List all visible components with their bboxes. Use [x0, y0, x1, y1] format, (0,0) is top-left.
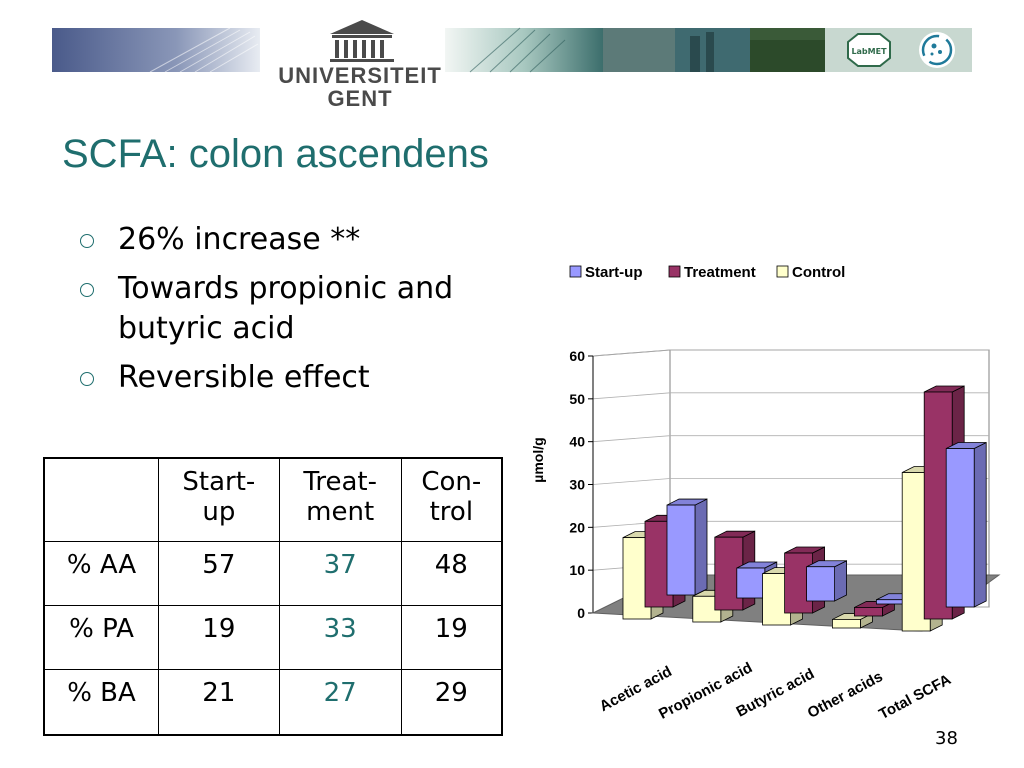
column-header-line: trol [429, 497, 474, 527]
table-cell: 57 [158, 540, 280, 607]
y-tick-label: 30 [569, 477, 585, 493]
chart-gridline [592, 392, 989, 400]
chart-gridline [592, 349, 989, 357]
column-header-line: Con- [421, 467, 482, 497]
bullet-list: 26% increase ** Towards propionic and bu… [80, 220, 480, 407]
y-axis-label: µmol/g [530, 437, 546, 482]
bar-side [973, 441, 987, 608]
table-cell: 19 [400, 605, 503, 671]
university-name-line2: GENT [327, 86, 393, 111]
bar-control-other-acids [831, 619, 861, 629]
column-header-line: up [202, 497, 236, 527]
labmet-label: LabMET [851, 47, 887, 56]
y-tick-label: 50 [569, 391, 585, 407]
bar-start-up-propionic-acid [736, 567, 766, 599]
legend-swatch [569, 265, 582, 278]
bullet-text: Towards propionic and butyric acid [118, 271, 454, 346]
legend-label: Control [792, 264, 845, 281]
bullet-text: Reversible effect [118, 360, 370, 395]
bullet-text: 26% increase ** [118, 222, 361, 257]
y-tick-label: 10 [569, 562, 585, 578]
chart-gridline [592, 435, 989, 443]
table-cell-highlight: 33 [278, 605, 402, 671]
university-name-line1: UNIVERSITEIT [278, 63, 442, 88]
row-label: % AA [43, 540, 159, 607]
legend-swatch [776, 265, 789, 278]
bullet-circle-icon [80, 283, 94, 297]
bullet-item: 26% increase ** [80, 220, 480, 260]
bar-side [694, 498, 708, 596]
legend-label: Start-up [585, 264, 643, 281]
scfa-percentage-table: Start-up Treat-ment Con-trol % AA 57 37 … [43, 457, 503, 736]
banner-artwork: LabMET [52, 20, 972, 73]
table-cell-highlight: 37 [278, 540, 402, 607]
bar-start-up-acetic-acid [666, 504, 696, 596]
lab-circle-icon [919, 32, 955, 68]
table-row: % BA 21 27 29 [43, 669, 503, 736]
table-cell-highlight: 27 [278, 669, 402, 736]
legend-swatch [668, 265, 681, 278]
page-number: 38 [935, 728, 958, 749]
table-cell: 21 [158, 669, 280, 736]
column-header-line: ment [306, 497, 375, 527]
y-tick-label: 40 [569, 434, 585, 450]
university-wordmark: UNIVERSITEIT GENT [270, 64, 450, 110]
bar-start-up-total-scfa [945, 448, 975, 608]
legend-label: Treatment [684, 264, 756, 281]
header-banner: LabMET UNIVERSITEIT GENT [0, 0, 1024, 125]
row-label: % BA [43, 669, 159, 736]
column-header-control: Con-trol [400, 457, 503, 542]
table-cell: 19 [158, 605, 280, 671]
bar-start-up-other-acids [875, 599, 905, 605]
bullet-item: Towards propionic and butyric acid [80, 269, 480, 349]
bullet-circle-icon [80, 372, 94, 386]
table-header-row: Start-up Treat-ment Con-trol [43, 457, 503, 542]
y-tick-label: 20 [569, 519, 585, 535]
bar-start-up-butyric-acid [806, 566, 836, 602]
bullet-item: Reversible effect [80, 358, 480, 398]
x-category-label: Total SCFA [876, 671, 954, 723]
table-row: % AA 57 37 48 [43, 540, 503, 607]
column-header-treatment: Treat-ment [278, 457, 402, 542]
y-tick-label: 60 [569, 348, 585, 364]
table-cell: 48 [400, 540, 503, 607]
slide-title: SCFA: colon ascendens [62, 132, 489, 176]
labmet-logo: LabMET [847, 33, 891, 67]
row-label: % PA [43, 605, 159, 671]
scfa-bar-chart: 0 10 20 30 40 50 60 Acetic acid Propionic acid Bu… [505, 255, 1005, 725]
column-header-line: Start- [182, 467, 256, 497]
column-header-line: Treat- [303, 467, 378, 497]
x-category-label: Other acids [805, 668, 886, 722]
table-cell: 29 [400, 669, 503, 736]
table-row: % PA 19 33 19 [43, 605, 503, 671]
bar-side [834, 560, 848, 602]
table-corner-cell [43, 457, 159, 542]
bullet-circle-icon [80, 234, 94, 248]
bar-treatment-other-acids [853, 607, 883, 617]
y-tick-label: 0 [577, 605, 585, 621]
chart-gridline [592, 478, 989, 485]
column-header-startup: Start-up [158, 457, 280, 542]
university-building-icon [330, 20, 394, 62]
